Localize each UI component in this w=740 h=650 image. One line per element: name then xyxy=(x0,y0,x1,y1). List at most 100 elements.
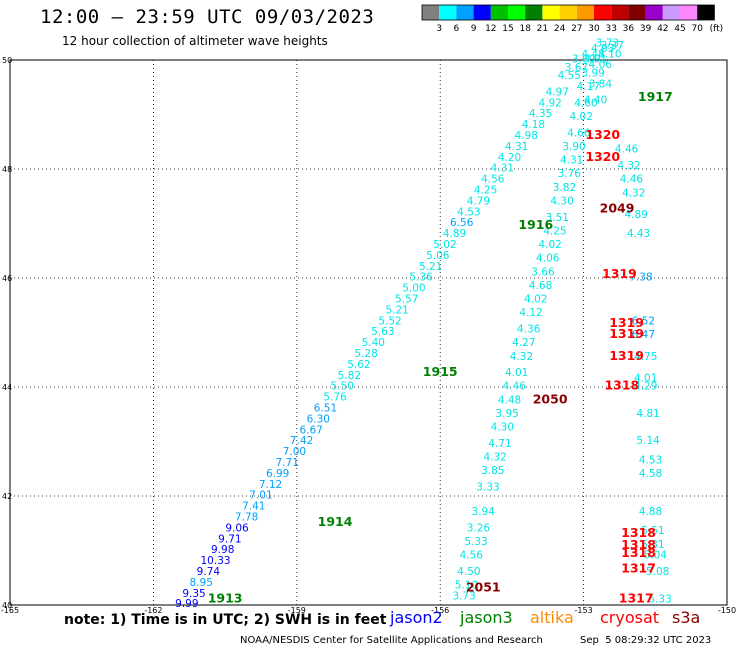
swh-point: 6.67 xyxy=(299,424,322,436)
footer-timestamp: Sep 5 08:29:32 UTC 2023 xyxy=(580,635,712,646)
track-label: 1319 xyxy=(609,326,644,341)
swh-point: 4.60 xyxy=(574,97,597,109)
swh-point: 9.35 xyxy=(182,588,205,600)
plot-frame xyxy=(9,59,728,606)
swh-point: 4.92 xyxy=(538,97,561,109)
track-label: 1914 xyxy=(318,514,353,529)
track-label: 2049 xyxy=(600,201,635,216)
track-label: 1319 xyxy=(602,266,637,281)
swh-point: 5.82 xyxy=(338,370,361,382)
colorbar-label: 33 xyxy=(605,24,616,34)
track-label: 1320 xyxy=(585,149,620,164)
colorbar-label: 6 xyxy=(454,24,460,34)
colorbar-label: 42 xyxy=(657,24,668,34)
colorbar-label: 12 xyxy=(485,24,496,34)
y-tick-label: 50 xyxy=(2,56,12,65)
swh-point: 7.42 xyxy=(290,435,313,447)
swh-point: 3.95 xyxy=(495,408,518,420)
colorbar-swatch xyxy=(542,5,560,20)
track-label: 1318 xyxy=(604,378,639,393)
swh-point: 4.30 xyxy=(550,195,573,207)
x-tick-label: -159 xyxy=(288,606,306,615)
track-label: 1319 xyxy=(609,315,644,330)
x-tick-label: -165 xyxy=(1,606,19,615)
axis-labels: -165 -162 -159 -156 -153 -150 40 42 44 46 48 50 xyxy=(1,56,736,615)
track-labels: 1913 1914 1915 1916 1917 2049 2050 2051 1320 1320… xyxy=(208,89,673,605)
colorbar-swatch xyxy=(456,5,474,20)
swh-point: 4.48 xyxy=(498,394,521,406)
colorbar-swatch xyxy=(422,5,440,20)
swh-point: 7.01 xyxy=(249,490,272,502)
swh-point: 4.56 xyxy=(481,174,505,186)
swh-point: 4.46 xyxy=(503,381,527,393)
swh-point: 10.33 xyxy=(201,555,231,567)
track-label: 1318 xyxy=(621,545,656,560)
swh-point: 4.40 xyxy=(584,95,607,107)
swh-point: 7.71 xyxy=(276,457,299,469)
swh-point: 4.18 xyxy=(522,119,545,131)
colorbar-label: 15 xyxy=(502,24,513,34)
y-tick-label: 40 xyxy=(2,601,12,610)
swh-point: 3.69 xyxy=(572,54,595,66)
colorbar-label: 27 xyxy=(571,24,582,34)
colorbar-label: 9 xyxy=(471,24,477,34)
swh-point: 4.46 xyxy=(615,144,639,156)
x-tick-label: -150 xyxy=(718,606,736,615)
swh-point: 4.68 xyxy=(529,280,552,292)
swh-point: 5.63 xyxy=(371,326,394,338)
swh-point: 5.36 xyxy=(409,272,433,284)
swh-point: 4.29 xyxy=(634,381,657,393)
swh-point: 5.28 xyxy=(354,348,377,360)
swh-point: 4.25 xyxy=(543,225,566,237)
y-tick-label: 46 xyxy=(2,274,12,283)
swh-point: 4.88 xyxy=(639,506,662,518)
legend-s3a: s3a xyxy=(672,608,701,627)
swh-point: 4.91 xyxy=(584,54,607,66)
colorbar-label: 30 xyxy=(588,24,600,34)
swh-point: 3.26 xyxy=(467,522,491,534)
swh-point: 4.25 xyxy=(474,185,497,197)
colorbar-label: 24 xyxy=(554,24,566,34)
x-tick-label: -156 xyxy=(431,606,449,615)
swh-point: 5.14 xyxy=(636,435,660,447)
colorbar-label: 39 xyxy=(640,24,652,34)
swh-point: 3.85 xyxy=(481,465,504,477)
swh-point: 7.38 xyxy=(629,272,652,284)
swh-point: 3.33 xyxy=(476,482,499,494)
grid xyxy=(9,59,728,606)
colorbar-swatch xyxy=(439,5,457,20)
swh-point: 4.01 xyxy=(634,373,657,385)
y-tick-label: 42 xyxy=(2,492,12,501)
swh-point: 4.32 xyxy=(617,160,640,172)
swh-point: 5.52 xyxy=(378,315,401,327)
swh-point: 9.98 xyxy=(211,544,234,556)
swh-point: 4.81 xyxy=(636,408,659,420)
swh-point: 5.76 xyxy=(323,392,347,404)
swh-point: 3.66 xyxy=(531,266,555,278)
swh-point: 7.78 xyxy=(235,512,258,524)
swh-point: 5.08 xyxy=(646,566,669,578)
swh-point: 4.31 xyxy=(560,155,583,167)
swh-point: 3.73 xyxy=(596,37,619,49)
track-label: 1913 xyxy=(208,590,243,605)
swh-point: 5.50 xyxy=(331,381,354,393)
colorbar-label: 70 xyxy=(691,24,703,34)
swh-point: 4.32 xyxy=(510,351,533,363)
x-tick-label: -153 xyxy=(575,606,593,615)
swh-point: 5.33 xyxy=(464,536,487,548)
swh-point: 7.12 xyxy=(259,479,282,491)
track-label: 1318 xyxy=(621,537,656,552)
colorbar-swatch xyxy=(680,5,698,20)
swh-point: 6.30 xyxy=(307,413,330,425)
colorbar-swatch xyxy=(490,5,508,20)
swh-point: 5.10 xyxy=(455,580,478,592)
track-label: 1916 xyxy=(518,217,553,232)
colorbar-label: 45 xyxy=(674,24,685,34)
footer-note: note: 1) Time is in UTC; 2) SWH is in fe… xyxy=(64,612,387,628)
colorbar-swatch xyxy=(559,5,577,20)
colorbar-swatch xyxy=(508,5,526,20)
swh-point: 4.50 xyxy=(457,566,480,578)
swh-point: 4.31 xyxy=(505,141,528,153)
swh-point: 4.32 xyxy=(483,452,506,464)
swh-point: 4.71 xyxy=(488,438,511,450)
